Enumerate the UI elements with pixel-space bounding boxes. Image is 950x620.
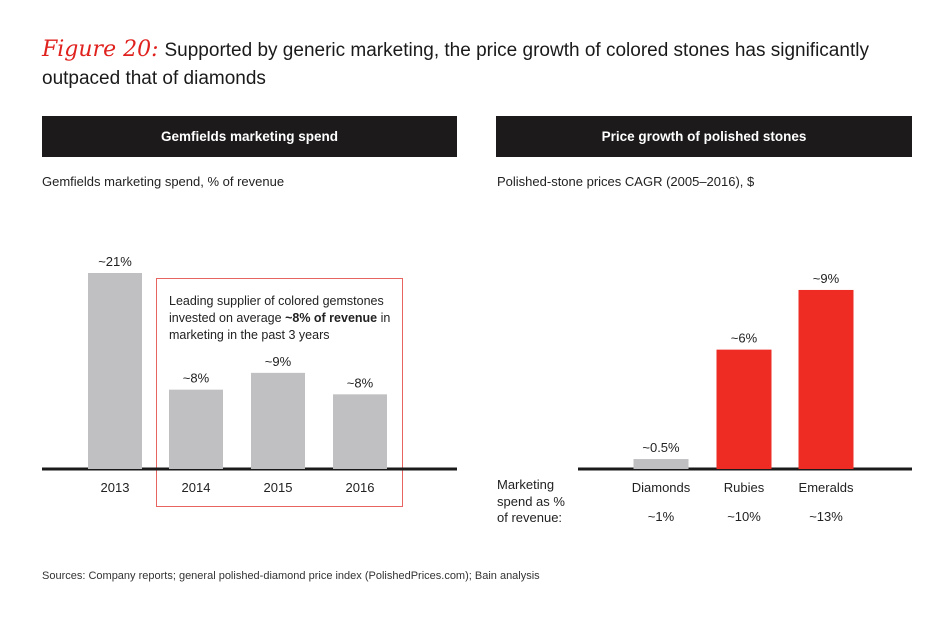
right-marketing-spend-value: ~13% (809, 509, 843, 524)
left-data-label: ~8% (347, 375, 374, 390)
left-bar-2013 (88, 273, 142, 469)
left-category-label: 2016 (346, 480, 375, 495)
sources-note: Sources: Company reports; general polish… (42, 570, 540, 582)
callout-text-bold: ~8% of revenue (285, 311, 378, 325)
callout-text-pre: Leading supplier of colored gemstones in… (169, 294, 384, 325)
callout-text: Leading supplier of colored gemstones in… (169, 293, 394, 344)
right-data-label: ~6% (731, 331, 758, 346)
left-bar-chart: ~21% 2013 ~8% 2014 ~9% 2015 ~8% 2016 (42, 254, 457, 495)
right-bar-diamonds (633, 459, 689, 469)
figure-label: Figure 20: (42, 37, 159, 62)
left-data-label: ~21% (98, 254, 132, 269)
side-label-line-2: spend as % (497, 493, 565, 509)
left-panel-header: Gemfields marketing spend (42, 116, 457, 157)
side-label-line-3: of revenue: (497, 510, 563, 525)
left-bar-2015 (251, 372, 305, 469)
callout-box (156, 278, 403, 507)
right-bar-emeralds (798, 289, 854, 469)
callout-text-post: in marketing in the past 3 years (169, 311, 391, 342)
left-panel-subtitle: Gemfields marketing spend, % of revenue (42, 174, 285, 189)
left-bar-2014 (169, 389, 223, 469)
right-category-label: Rubies (724, 480, 765, 495)
side-label-line-1: Marketing (497, 477, 555, 492)
right-marketing-spend-value: ~10% (727, 509, 761, 524)
right-panel-header: Price growth of polished stones (496, 116, 912, 157)
figure-title-text: Supported by generic marketing, the pric… (42, 40, 869, 89)
left-bar-2016 (333, 394, 387, 469)
right-data-label: ~9% (813, 271, 840, 286)
right-bar-rubies (716, 349, 772, 469)
right-bar-chart: ~0.5% Diamonds ~1% ~6% Rubies ~10% ~9% Emeralds… (578, 271, 912, 524)
right-category-label: Emeralds (799, 480, 854, 495)
right-category-label: Diamonds (632, 480, 691, 495)
right-data-label: ~0.5% (642, 440, 680, 455)
left-category-label: 2015 (264, 480, 293, 495)
right-marketing-spend-value: ~1% (648, 509, 675, 524)
left-category-label: 2014 (182, 480, 211, 495)
marketing-spend-side-label: Marketing spend as % of revenue: (497, 477, 565, 527)
figure-title: Figure 20: Supported by generic marketing… (42, 36, 922, 93)
right-panel-subtitle: Polished-stone prices CAGR (2005–2016), … (497, 174, 755, 189)
left-data-label: ~9% (265, 354, 292, 369)
left-category-label: 2013 (101, 480, 130, 495)
left-data-label: ~8% (183, 371, 210, 386)
